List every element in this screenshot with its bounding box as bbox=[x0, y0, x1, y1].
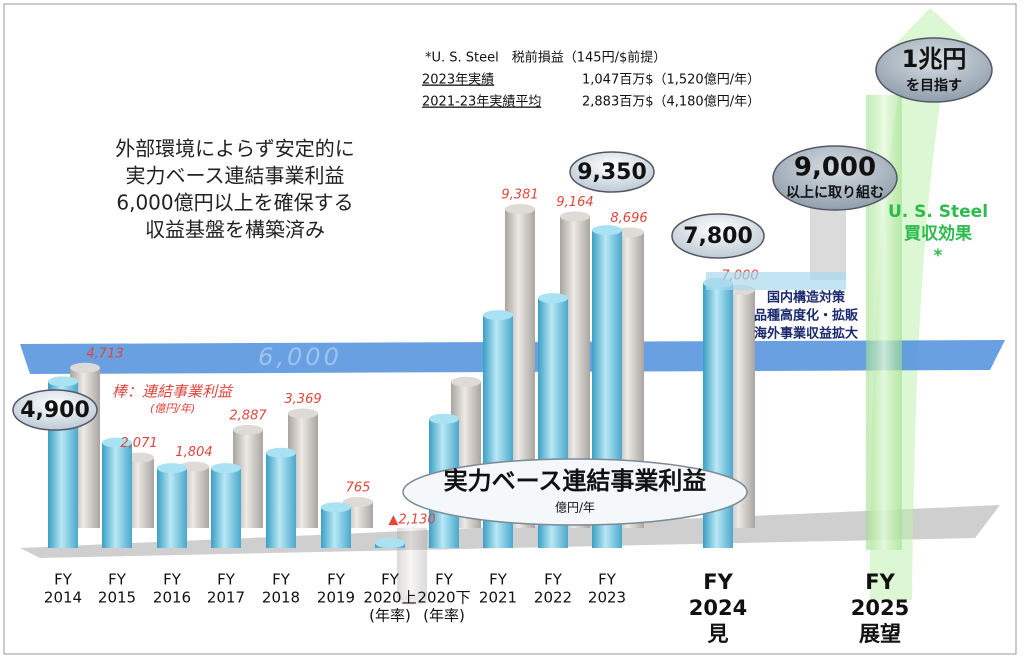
bar-top bbox=[288, 408, 318, 419]
usx-label: * bbox=[934, 246, 943, 266]
data-label: 8,696 bbox=[610, 211, 647, 226]
data-label: 7,800 bbox=[683, 224, 753, 249]
callout bbox=[402, 458, 748, 526]
data-label: 4,713 bbox=[86, 346, 123, 361]
x-tick-label: 2014 bbox=[44, 589, 82, 607]
callout-title: 実力ベース連結事業利益 bbox=[444, 467, 707, 495]
bubble bbox=[875, 37, 993, 103]
data-label: ▲2,130 bbox=[388, 513, 435, 528]
measure-label: 品種高度化・拡販 bbox=[754, 308, 859, 324]
target-text: を目指す bbox=[906, 77, 962, 94]
note-label: 2023年実績 bbox=[422, 72, 494, 88]
callout-unit: 億円/年 bbox=[555, 501, 595, 515]
data-label: 9,381 bbox=[501, 188, 538, 203]
data-label: 3,369 bbox=[284, 392, 321, 407]
x-tick-label: (年率) bbox=[369, 607, 411, 625]
bar-top bbox=[483, 310, 513, 321]
legend-entry: 棒：連結事業利益 bbox=[112, 383, 234, 401]
x-tick-label: FY bbox=[598, 571, 617, 589]
x-tick-label: FY bbox=[54, 571, 73, 589]
x-tick-label: 2018 bbox=[262, 589, 300, 607]
usx-label: 買収効果 bbox=[904, 223, 972, 244]
x-tick-label: FY bbox=[435, 571, 454, 589]
bar bbox=[157, 468, 187, 548]
x-tick-label: FY bbox=[327, 571, 346, 589]
x-tick-label: 2023 bbox=[588, 589, 626, 607]
bar-top bbox=[397, 595, 427, 606]
bar-top bbox=[321, 502, 351, 513]
note-label: 2021-23年実績平均 bbox=[422, 94, 541, 110]
x-tick-label: FY bbox=[217, 571, 236, 589]
x-tick-label: 2021 bbox=[479, 589, 517, 607]
bar-top bbox=[48, 376, 78, 387]
bar bbox=[102, 442, 132, 548]
x-tick-label: FY bbox=[865, 570, 895, 594]
bar-top bbox=[505, 204, 535, 215]
bar-top bbox=[375, 537, 405, 548]
measure-label: 国内構造対策 bbox=[767, 290, 846, 306]
note-value: 1,047百万$（1,520億円/年） bbox=[582, 72, 760, 88]
bar-top bbox=[429, 413, 459, 424]
headline: 実力ベース連結事業利益 bbox=[126, 164, 345, 188]
bubble bbox=[12, 389, 98, 431]
data-label: 2,887 bbox=[229, 408, 267, 423]
x-tick-label: 見 bbox=[708, 622, 729, 646]
x-tick-label: FY bbox=[544, 571, 563, 589]
x-tick-label: 2025 bbox=[851, 596, 909, 620]
x-tick-label: 2017 bbox=[207, 589, 245, 607]
usx-label: U. S. Steel bbox=[888, 202, 988, 222]
data-label: 765 bbox=[346, 480, 371, 495]
x-tick-label: FY bbox=[381, 571, 400, 589]
bar-top bbox=[343, 496, 373, 507]
measures-box bbox=[706, 272, 846, 290]
x-tick-label: FY bbox=[108, 571, 127, 589]
x-tick-label: FY bbox=[703, 570, 733, 594]
headline: 外部環境によらず安定的に bbox=[115, 137, 355, 161]
target-value: 1兆円 bbox=[902, 45, 967, 73]
x-tick-label: 2019 bbox=[317, 589, 355, 607]
x-tick-label: (年率) bbox=[423, 607, 465, 625]
x-tick-label: FY bbox=[272, 571, 291, 589]
x-tick-label: 2016 bbox=[153, 589, 191, 607]
x-tick-label: 2020上 bbox=[363, 589, 416, 607]
target-value: 9,000 bbox=[794, 153, 876, 183]
bar-top bbox=[102, 437, 132, 448]
headline: 6,000億円以上を確保する bbox=[116, 191, 353, 215]
bar bbox=[211, 468, 241, 548]
bar-top bbox=[538, 293, 568, 304]
bar-top bbox=[451, 376, 481, 387]
x-tick-label: 2020下 bbox=[417, 589, 470, 607]
target-text: 以上に取り組む bbox=[786, 184, 884, 201]
x-tick-label: 2022 bbox=[534, 589, 572, 607]
data-label: 2,071 bbox=[120, 436, 157, 451]
bar-top bbox=[592, 225, 622, 236]
bar-top bbox=[211, 463, 241, 474]
data-label: 1,804 bbox=[175, 445, 212, 460]
bubble bbox=[671, 213, 765, 259]
headline: 収益基盤を構築済み bbox=[145, 218, 325, 242]
bar-top bbox=[233, 424, 263, 435]
bar-top bbox=[70, 362, 100, 373]
bar bbox=[266, 452, 296, 548]
bar-top bbox=[266, 447, 296, 458]
reference-label: 6,000 bbox=[258, 343, 342, 371]
bubble bbox=[772, 145, 898, 211]
data-label: 9,164 bbox=[556, 195, 593, 210]
x-tick-label: 2024 bbox=[689, 596, 747, 620]
measure-label: 海外事業収益拡大 bbox=[754, 326, 858, 342]
x-tick-label: 2015 bbox=[98, 589, 136, 607]
x-tick-label: FY bbox=[163, 571, 182, 589]
note-value: 2,883百万$（4,180億円/年） bbox=[582, 94, 760, 110]
bar-top bbox=[560, 211, 590, 222]
bar-top bbox=[157, 463, 187, 474]
note-title: *U. S. Steel 税前損益（145円/$前提） bbox=[425, 50, 666, 66]
data-label: 9,350 bbox=[577, 160, 647, 185]
x-tick-label: 展望 bbox=[859, 622, 901, 646]
data-label: 4,900 bbox=[20, 398, 90, 423]
x-tick-label: FY bbox=[489, 571, 508, 589]
legend-unit: (億円/年) bbox=[150, 402, 195, 415]
bubble bbox=[569, 151, 655, 193]
bar bbox=[321, 507, 351, 548]
